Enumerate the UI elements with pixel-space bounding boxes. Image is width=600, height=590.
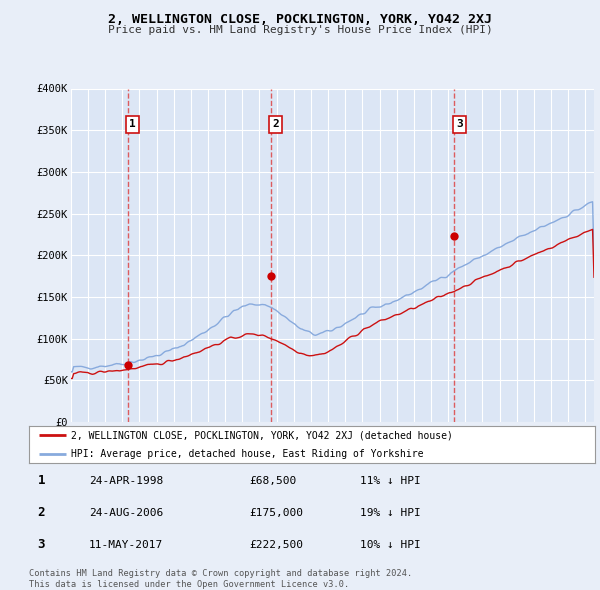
Text: Price paid vs. HM Land Registry's House Price Index (HPI): Price paid vs. HM Land Registry's House … (107, 25, 493, 35)
Text: 2: 2 (38, 506, 45, 519)
Text: 11-MAY-2017: 11-MAY-2017 (89, 540, 163, 549)
Text: 1: 1 (38, 474, 45, 487)
Text: £222,500: £222,500 (249, 540, 303, 549)
Text: 11% ↓ HPI: 11% ↓ HPI (360, 476, 421, 486)
Text: Contains HM Land Registry data © Crown copyright and database right 2024.
This d: Contains HM Land Registry data © Crown c… (29, 569, 412, 589)
Text: £68,500: £68,500 (249, 476, 296, 486)
Text: 10% ↓ HPI: 10% ↓ HPI (360, 540, 421, 549)
Text: 1: 1 (130, 119, 136, 129)
Text: 2, WELLINGTON CLOSE, POCKLINGTON, YORK, YO42 2XJ: 2, WELLINGTON CLOSE, POCKLINGTON, YORK, … (108, 13, 492, 26)
Text: 19% ↓ HPI: 19% ↓ HPI (360, 508, 421, 517)
Text: HPI: Average price, detached house, East Riding of Yorkshire: HPI: Average price, detached house, East… (71, 449, 424, 459)
Text: 24-APR-1998: 24-APR-1998 (89, 476, 163, 486)
Text: 24-AUG-2006: 24-AUG-2006 (89, 508, 163, 517)
Text: £175,000: £175,000 (249, 508, 303, 517)
Text: 3: 3 (38, 538, 45, 551)
Text: 3: 3 (456, 119, 463, 129)
Text: 2: 2 (272, 119, 279, 129)
Text: 2, WELLINGTON CLOSE, POCKLINGTON, YORK, YO42 2XJ (detached house): 2, WELLINGTON CLOSE, POCKLINGTON, YORK, … (71, 430, 453, 440)
